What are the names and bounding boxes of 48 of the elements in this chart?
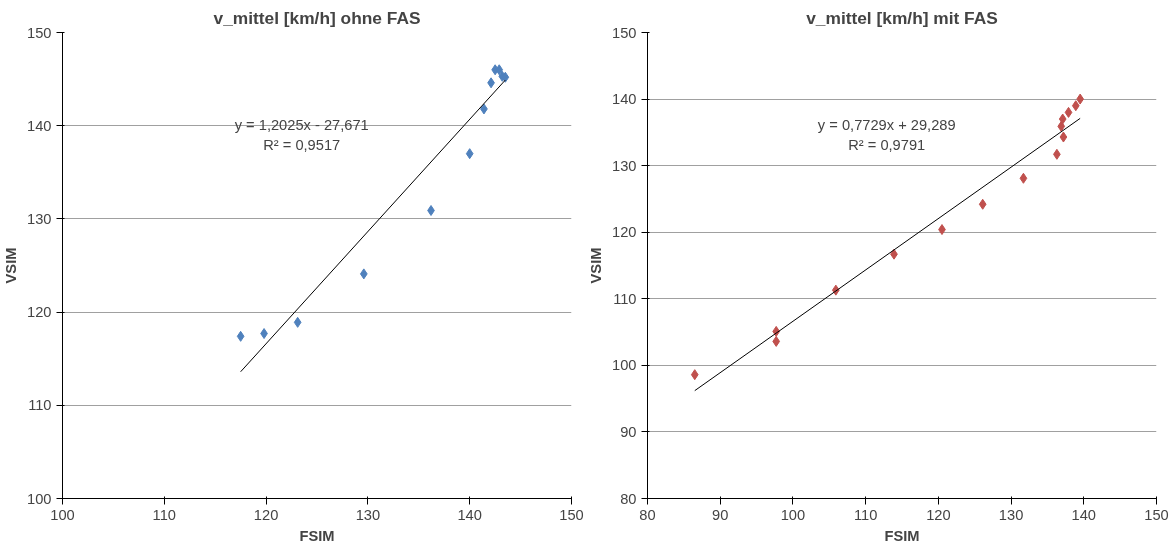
chart-title: v_mittel [km/h] mit FAS [806,7,998,28]
x-tick-label: 120 [253,506,279,523]
x-tick-label: 140 [457,506,482,523]
x-tick-label: 80 [639,506,656,523]
annotation: y = 1,2025x - 27,671 R² = 0,9517 [234,117,369,153]
y-tick-label: 120 [27,304,52,321]
y-tick-label: 90 [620,423,637,440]
x-tick-label: 130 [355,506,381,523]
x-tick-label: 100 [780,506,806,523]
x-axis-title: FSIM [884,527,920,544]
point [1064,106,1073,118]
point [1059,131,1068,143]
point [1071,100,1080,112]
annotation: y = 0,7729x + 29,289 R² = 0,9791 [817,117,956,153]
point [236,330,245,342]
chart-title: v_mittel [km/h] ohne FAS [213,7,421,28]
x-axis-title: FSIM [299,527,335,544]
point [1058,113,1067,125]
y-tick-label: 80 [620,490,637,507]
point [293,316,302,328]
y-tick-label: 140 [27,117,52,134]
y-tick-label: 130 [27,210,52,227]
x-tick-label: 150 [1144,506,1169,523]
x-tick-label: 150 [559,506,584,523]
y-axis-title: VSIM [3,247,20,284]
y-tick-label: 110 [28,397,52,414]
point [772,335,781,347]
y-tick-label: 150 [612,24,637,41]
y-tick-label: 130 [612,157,637,174]
y-tick-label: 110 [613,290,637,307]
x-tick-label: 120 [926,506,951,523]
point [1019,172,1028,184]
x-tick-label: 90 [712,506,729,523]
y-tick-label: 140 [612,91,637,108]
y-tick-label: 150 [27,24,52,41]
x-tick-label: 110 [152,506,176,523]
point [978,198,987,210]
x-tick-label: 100 [50,506,75,523]
y-axis-title: VSIM [588,247,605,284]
x-tick-label: 140 [1071,506,1097,523]
point [359,268,368,280]
y-tick-label: 100 [27,490,52,507]
y-tick-label: 100 [612,357,637,374]
point [465,148,474,160]
point [690,369,699,381]
y-tick-label: 120 [612,224,637,241]
x-tick-label: 110 [853,506,878,523]
x-tick-label: 130 [998,506,1024,523]
